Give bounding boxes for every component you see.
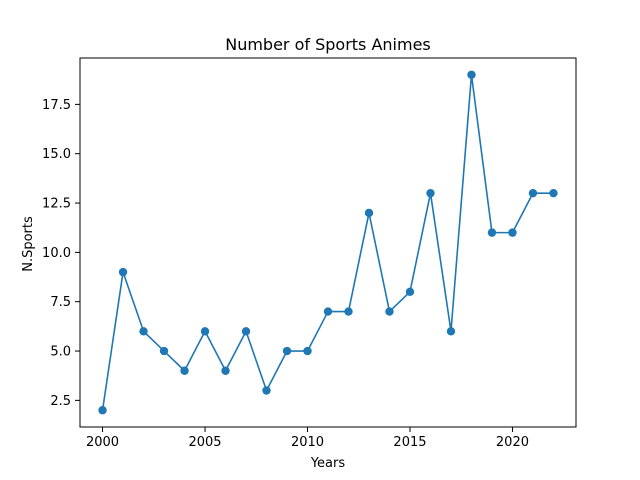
chart-title: Number of Sports Animes xyxy=(225,35,431,54)
data-point xyxy=(344,307,353,316)
data-point xyxy=(549,188,558,198)
data-point xyxy=(405,287,415,297)
data-point xyxy=(118,267,128,277)
y-tick-label: 2.5 xyxy=(50,394,71,409)
x-axis-ticks: 2000 2005 2010 2015 2020 xyxy=(86,427,529,450)
data-point xyxy=(139,327,148,336)
data-point xyxy=(323,307,333,316)
data-point xyxy=(385,307,394,316)
data-point xyxy=(426,188,435,198)
data-point xyxy=(528,188,538,198)
data-point xyxy=(508,228,517,237)
series-layer xyxy=(98,70,558,415)
data-point xyxy=(262,386,271,395)
x-axis-label: Years xyxy=(310,456,346,471)
data-point xyxy=(241,327,251,336)
x-tick-label: 2020 xyxy=(496,435,529,450)
data-point xyxy=(159,346,169,356)
x-tick-label: 2000 xyxy=(86,435,119,450)
y-axis-label: N.Sports xyxy=(21,216,36,272)
y-tick-label: 15.0 xyxy=(42,147,71,162)
data-point xyxy=(221,366,230,375)
x-tick-label: 2010 xyxy=(291,435,324,450)
y-axis-ticks: 2.5 5.0 7.5 10.0 12.5 15.0 17.5 xyxy=(42,98,80,409)
data-point xyxy=(282,346,292,356)
x-tick-label: 2015 xyxy=(393,435,426,450)
y-tick-label: 10.0 xyxy=(42,246,71,261)
x-tick-label: 2005 xyxy=(188,435,221,450)
data-point xyxy=(364,208,374,218)
y-tick-label: 17.5 xyxy=(42,98,71,113)
y-tick-label: 12.5 xyxy=(42,197,71,212)
data-point xyxy=(446,327,456,336)
data-point xyxy=(200,327,210,336)
y-tick-label: 5.0 xyxy=(50,345,71,360)
data-point xyxy=(303,346,312,356)
plot-area xyxy=(79,57,577,428)
y-tick-label: 7.5 xyxy=(50,295,71,310)
data-point xyxy=(487,228,497,237)
axes-frame xyxy=(79,57,577,428)
data-point xyxy=(98,406,107,415)
data-point xyxy=(180,366,189,375)
data-point xyxy=(467,70,476,79)
